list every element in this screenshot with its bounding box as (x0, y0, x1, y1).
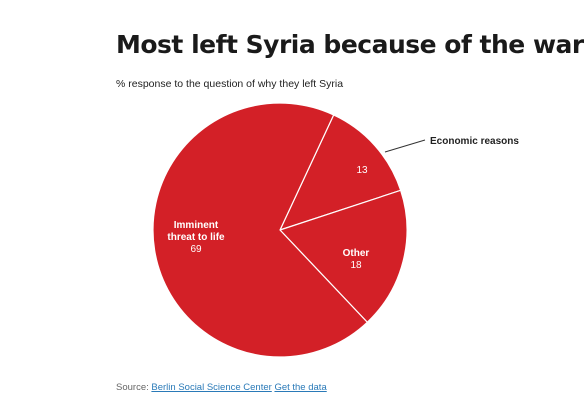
slice-value-other: 18 (350, 260, 362, 271)
callout-line-economic (384, 139, 426, 153)
source-footer: Source: Berlin Social Science Center Get… (116, 382, 327, 393)
source-prefix: Source: (116, 382, 149, 393)
slice-value-economic: 13 (356, 165, 368, 176)
get-data-link[interactable]: Get the data (274, 382, 327, 393)
chart-subtitle: % response to the question of why they l… (116, 78, 344, 90)
slice-label-other: Other (343, 248, 370, 259)
slice-label-threat-line2: threat to life (167, 232, 225, 243)
source-link[interactable]: Berlin Social Science Center (151, 382, 272, 393)
slice-value-threat: 69 (190, 244, 202, 255)
chart-title: Most left Syria because of the war (116, 30, 584, 59)
pie-slice-other (278, 189, 408, 324)
callout-label-economic: Economic reasons (430, 136, 519, 147)
slice-label-threat-line1: Imminent (174, 220, 219, 231)
pie-slice-economic (278, 114, 402, 232)
pie-slice-threat (152, 102, 369, 358)
